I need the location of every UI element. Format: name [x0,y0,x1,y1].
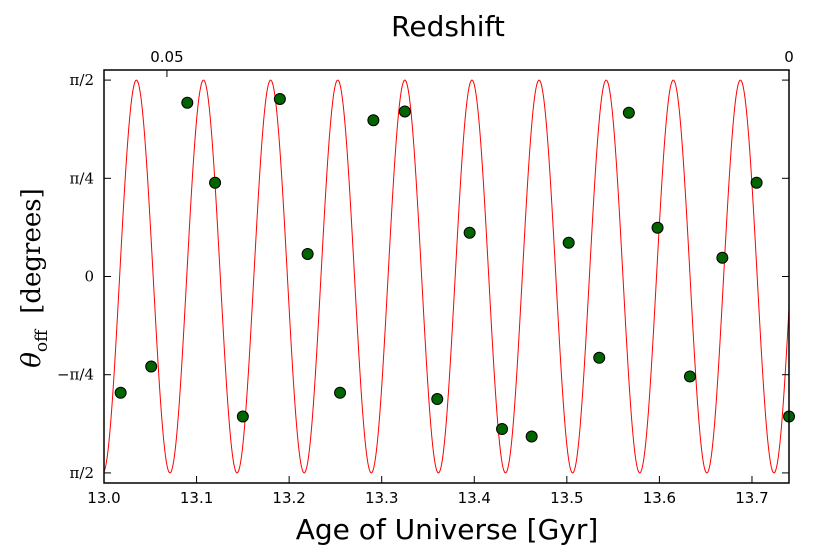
x-axis-label: Age of Universe [Gyr] [296,513,599,546]
data-point [496,423,509,436]
data-point [209,176,222,189]
y-axis-unit: [degrees] [17,188,47,314]
y-tick-label: 0 [84,268,94,286]
axis-ticks: 13.0 13.1 13.2 13.3 13.4 13.5 13.6 13.7 0.05 0 π/2… [57,48,794,507]
data-point [750,176,763,189]
data-point [181,96,194,109]
y-tick-label: π/2 [70,71,94,89]
y-tick-label: −π/4 [57,366,94,384]
data-point [114,386,127,399]
x-tick-label: 13.3 [365,489,398,507]
plot-area [103,79,795,474]
data-point [301,247,314,260]
x-tick-label: 13.4 [458,489,491,507]
top-tick-label: 0.05 [150,48,183,66]
y-tick-label: π/4 [70,169,94,187]
x-tick-label: 13.7 [735,489,768,507]
y-axis-symbol: θ [17,352,47,368]
data-point [273,92,286,105]
data-point [562,236,575,249]
data-point [683,370,696,383]
series-line-model [103,79,790,474]
data-point [651,221,664,234]
data-point [716,251,729,264]
y-axis-subscript: off [32,328,52,352]
x-tick-label: 13.1 [180,489,213,507]
data-point [463,226,476,239]
top-tick-label: 0 [784,48,794,66]
data-point [367,114,380,127]
data-point [334,386,347,399]
chart-title: Redshift [391,10,505,43]
data-point [525,430,538,443]
data-point [431,393,444,406]
x-tick-label: 13.0 [87,489,120,507]
data-point [145,360,158,373]
data-point [622,106,635,119]
x-tick-label: 13.2 [272,489,305,507]
x-tick-label: 13.5 [550,489,583,507]
data-point [398,105,411,118]
y-tick-label: π/2 [70,464,94,482]
x-tick-label: 13.6 [643,489,676,507]
data-point [236,410,249,423]
data-point [593,351,606,364]
y-axis-label: θoff [degrees] [17,188,52,367]
